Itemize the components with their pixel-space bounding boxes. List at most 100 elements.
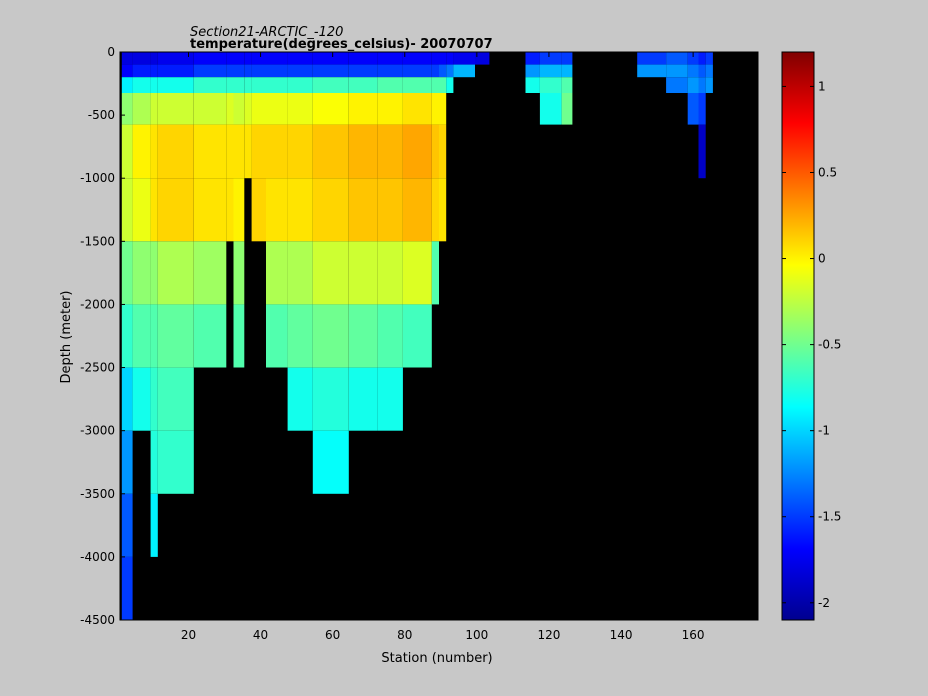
heatmap-cell [698,124,706,179]
heatmap-cell [525,64,540,78]
heatmap-cell [132,367,151,431]
heatmap-cell [193,52,227,65]
heatmap-cell [150,52,158,65]
heatmap-cell [348,304,378,368]
heatmap-cell [287,52,313,65]
heatmap-cell [312,367,349,431]
heatmap-cell [637,52,666,65]
heatmap-cell [666,77,688,93]
heatmap-cell [348,52,378,65]
x-tick-label: 80 [397,628,412,642]
heatmap-cell [121,77,133,93]
heatmap-cell [439,124,447,179]
heatmap-cell [233,241,245,305]
heatmap-cell [403,77,432,93]
heatmap-cell [121,52,133,65]
heatmap-cell [244,52,252,65]
x-tick-label: 40 [253,628,268,642]
heatmap-cell [287,367,313,431]
heatmap-cell [439,93,447,125]
heatmap-cell [475,52,490,65]
heatmap-cell [121,124,133,179]
colorbar-tick-label: 0 [818,252,826,266]
heatmap-cell [377,77,403,93]
heatmap-cell [287,77,313,93]
heatmap-cell [312,52,349,65]
heatmap-cell [150,178,158,242]
colorbar-tick-label: 0.5 [818,165,837,179]
heatmap-cell [666,64,688,78]
heatmap-cell [150,241,158,305]
heatmap-cell [193,124,227,179]
heatmap-cell [251,93,266,125]
heatmap-cell [157,304,194,368]
heatmap-cell [157,64,194,78]
x-axis-label: Station (number) [381,651,492,666]
heatmap-cell [121,367,133,431]
heatmap-cell [121,493,133,557]
heatmap-cells [121,52,713,620]
heatmap-cell [287,124,313,179]
heatmap-cell [233,124,245,179]
heatmap-cell [377,241,403,305]
heatmap-cell [121,430,133,494]
heatmap-cell [226,93,234,125]
colorbar-tick-label: -0.5 [818,338,841,352]
y-tick-label: -3500 [80,487,115,501]
heatmap-cell [132,64,151,78]
heatmap-cell [698,93,706,125]
heatmap-cell [539,64,562,78]
heatmap-cell [348,64,378,78]
heatmap-cell [287,64,313,78]
heatmap-cell [698,52,706,65]
heatmap-cell [287,304,313,368]
heatmap-cell [439,64,447,78]
heatmap-cell [431,93,439,125]
heatmap-cell [226,64,234,78]
y-tick-label: -3000 [80,424,115,438]
heatmap-cell [233,64,245,78]
heatmap-cell [431,77,439,93]
heatmap-cell [348,178,378,242]
heatmap-cell [132,241,151,305]
heatmap-cell [348,367,378,431]
heatmap-cell [312,178,349,242]
heatmap-cell [698,64,706,78]
x-tick-label: 120 [537,628,560,642]
heatmap-cell [439,52,447,65]
heatmap-cell [637,64,666,78]
heatmap-cell [687,64,699,78]
x-tick-label: 100 [465,628,488,642]
heatmap-cell [525,77,540,93]
heatmap-cell [226,124,234,179]
heatmap-cell [403,304,432,368]
heatmap-cell [150,430,158,494]
heatmap-cell [121,304,133,368]
heatmap-cell [157,77,194,93]
heatmap-cell [266,64,288,78]
colorbar-tick-label: -1.5 [818,510,841,524]
heatmap-cell [561,93,573,125]
heatmap-cell [157,430,194,494]
heatmap-cell [132,304,151,368]
heatmap-cell [539,93,562,125]
heatmap-cell [193,178,227,242]
heatmap-cell [377,124,403,179]
heatmap-cell [244,64,252,78]
heatmap-cell [431,64,439,78]
heatmap-cell [403,64,432,78]
heatmap-cell [251,77,266,93]
y-tick-label: -500 [88,108,115,122]
heatmap-cell [266,304,288,368]
y-tick-label: -1000 [80,171,115,185]
heatmap-cell [312,304,349,368]
heatmap-cell [312,93,349,125]
heatmap-cell [431,241,439,305]
heatmap-cell [150,77,158,93]
heatmap-cell [233,52,245,65]
heatmap-cell [403,241,432,305]
heatmap-cell [312,64,349,78]
x-tick-label: 160 [682,628,705,642]
heatmap-cell [157,178,194,242]
colorbar-tick-label: -2 [818,596,830,610]
